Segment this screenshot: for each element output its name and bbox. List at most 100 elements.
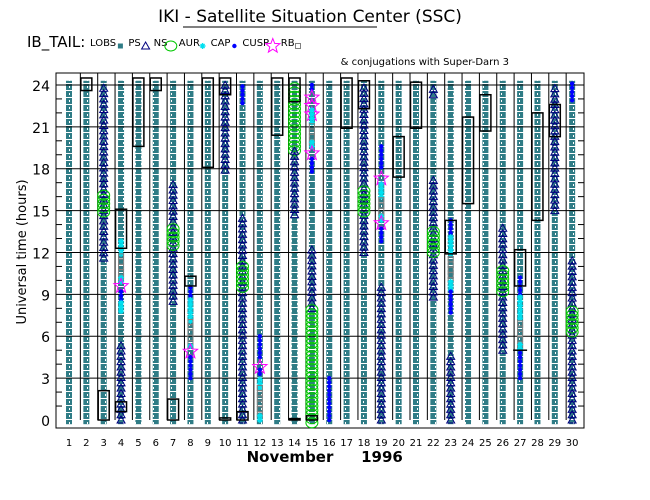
triangle-mark xyxy=(116,388,126,397)
triangle-mark xyxy=(237,213,248,222)
dot-mark xyxy=(257,342,263,347)
triangle-mark xyxy=(567,308,578,318)
triangle-mark xyxy=(116,409,126,419)
asterisk-mark xyxy=(256,412,263,419)
triangle-mark xyxy=(549,88,560,98)
triangle-mark xyxy=(168,280,178,289)
triangle-mark xyxy=(567,261,578,270)
legend: LOBS PS NS AUR CAP CUSP RB xyxy=(90,37,301,54)
circle-mark xyxy=(166,227,180,239)
triangle-mark xyxy=(359,125,369,134)
triangle-mark xyxy=(98,221,109,230)
asterisk-mark xyxy=(256,417,263,423)
triangle-mark xyxy=(98,205,109,214)
x-tick-label: 11 xyxy=(236,438,249,449)
triangle-mark xyxy=(497,339,508,349)
triangle-mark xyxy=(98,184,109,193)
triangle-mark xyxy=(307,282,317,291)
dot-mark xyxy=(118,293,124,298)
circle-mark xyxy=(166,231,180,243)
circle-mark xyxy=(305,341,319,353)
asterisk-segment-day-27 xyxy=(517,341,524,352)
triangle-mark xyxy=(497,255,508,264)
triangle-mark xyxy=(567,377,578,387)
conjugation-box-day-20 xyxy=(392,135,405,178)
circle-mark xyxy=(166,223,180,235)
x-tick-label: 10 xyxy=(219,438,232,449)
triangle-mark xyxy=(497,244,508,253)
circle-mark xyxy=(426,246,440,258)
triangle-mark xyxy=(237,308,248,318)
triangle-mark xyxy=(549,189,560,199)
triangle-mark xyxy=(376,383,387,392)
triangle-mark xyxy=(428,270,439,280)
triangle-mark xyxy=(220,85,231,95)
triangle-mark xyxy=(359,210,369,219)
triangle-mark xyxy=(237,340,248,350)
circle-mark xyxy=(288,140,302,152)
circle-mark xyxy=(426,234,440,246)
triangle-mark xyxy=(376,298,387,307)
asterisk-mark xyxy=(517,298,524,305)
x-axis-year: 1996 xyxy=(361,448,403,466)
triangle-mark xyxy=(376,372,387,382)
triangle-mark xyxy=(445,351,456,360)
asterisk-mark xyxy=(378,189,385,196)
triangle-mark xyxy=(116,383,126,392)
triangle-mark xyxy=(289,204,300,213)
dot-mark xyxy=(327,384,332,389)
triangle-mark xyxy=(359,114,369,124)
asterisk-mark xyxy=(378,193,385,200)
conjugation-box-day-2 xyxy=(80,77,93,92)
triangle-mark xyxy=(289,146,300,155)
conjugation-box-day-13 xyxy=(270,77,284,136)
legend-label-cap: CAP xyxy=(211,38,231,49)
dot-mark xyxy=(448,222,453,227)
triangle-mark xyxy=(445,414,456,424)
triangle-mark xyxy=(497,318,508,328)
triangle-mark xyxy=(289,177,300,187)
triangle-mark xyxy=(359,242,369,251)
triangle-mark xyxy=(376,346,387,355)
circle-mark xyxy=(305,417,319,429)
asterisk-mark xyxy=(517,315,524,322)
dot-mark xyxy=(327,417,332,423)
dot-mark xyxy=(569,93,575,99)
legend-label-ps: PS xyxy=(128,38,140,49)
circle-mark xyxy=(236,265,249,277)
asterisk-mark xyxy=(447,242,454,249)
triangle-mark xyxy=(567,383,578,392)
dot-mark xyxy=(448,226,453,231)
triangle-mark xyxy=(497,302,508,312)
triangle-mark xyxy=(98,253,109,262)
circle-mark xyxy=(288,103,302,115)
y-tick-label: 24 xyxy=(32,79,50,95)
triangle-mark xyxy=(497,228,508,237)
x-tick-label: 22 xyxy=(427,438,440,449)
circle-mark xyxy=(426,238,440,250)
triangle-mark xyxy=(98,125,109,135)
gray-square-mark xyxy=(447,256,454,263)
gray-square-mark xyxy=(378,197,385,204)
star-mark xyxy=(112,277,130,294)
triangle-mark xyxy=(497,297,508,306)
conjugation-box-day-10 xyxy=(218,77,232,96)
conjugation-box-day-9 xyxy=(201,77,215,169)
dot-mark xyxy=(188,371,193,377)
triangle-mark xyxy=(98,215,109,225)
triangle-mark xyxy=(98,173,109,182)
triangle-mark xyxy=(237,367,248,376)
triangle-mark xyxy=(445,404,456,413)
triangle-mark xyxy=(549,179,560,188)
y-tick-label: 0 xyxy=(41,414,50,430)
triangle-mark xyxy=(549,115,560,124)
circle-segment-day-22 xyxy=(426,226,440,258)
triangle-mark xyxy=(567,340,578,350)
triangle-mark xyxy=(359,173,369,182)
triangle-mark xyxy=(497,286,508,296)
triangle-mark xyxy=(237,239,248,249)
x-tick-label: 30 xyxy=(566,438,579,449)
triangle-mark xyxy=(220,127,231,137)
triangle-mark xyxy=(359,226,369,235)
dot-mark xyxy=(379,144,384,149)
